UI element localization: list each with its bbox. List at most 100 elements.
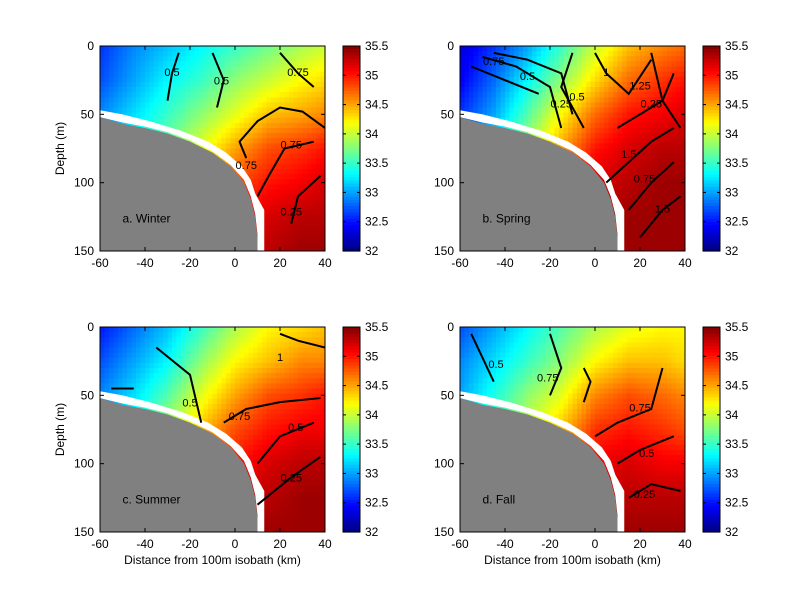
salinity-cell xyxy=(631,117,637,124)
salinity-cell xyxy=(293,51,299,57)
salinity-cell xyxy=(293,158,299,165)
salinity-cell xyxy=(536,51,542,57)
salinity-cell xyxy=(284,143,290,150)
salinity-cell xyxy=(185,87,191,93)
salinity-cell xyxy=(676,163,682,170)
salinity-cell xyxy=(239,56,245,62)
salinity-cell xyxy=(478,46,484,52)
salinity-cell xyxy=(293,189,299,196)
salinity-cell xyxy=(653,133,659,139)
salinity-cell xyxy=(262,92,268,98)
salinity-cell xyxy=(113,332,119,338)
salinity-cell xyxy=(550,112,556,119)
salinity-cell xyxy=(469,92,475,98)
salinity-cell xyxy=(109,337,115,343)
salinity-cell xyxy=(217,76,223,83)
salinity-cell xyxy=(239,122,245,129)
salinity-cell xyxy=(163,122,169,129)
colorbar-swatch xyxy=(343,126,360,130)
salinity-cell xyxy=(127,51,133,57)
salinity-cell xyxy=(113,357,119,364)
salinity-cell xyxy=(271,51,277,57)
salinity-cell xyxy=(235,92,241,98)
salinity-cell xyxy=(460,87,466,93)
salinity-cell xyxy=(298,240,304,247)
salinity-cell xyxy=(626,204,632,211)
colorbar-swatch xyxy=(343,46,360,50)
salinity-cell xyxy=(653,117,659,124)
salinity-cell xyxy=(172,112,178,119)
salinity-cell xyxy=(104,71,110,78)
salinity-cell xyxy=(262,204,268,211)
salinity-cell xyxy=(127,112,133,119)
salinity-cell xyxy=(640,87,646,93)
salinity-cell xyxy=(262,153,268,160)
salinity-cell xyxy=(586,102,592,109)
salinity-cell xyxy=(244,117,250,124)
salinity-cell xyxy=(518,51,524,57)
salinity-cell xyxy=(235,97,241,103)
colorbar-swatch xyxy=(343,186,360,191)
salinity-cell xyxy=(680,169,685,175)
colorbar-swatch xyxy=(703,145,720,150)
salinity-cell xyxy=(523,61,529,68)
salinity-cell xyxy=(667,184,673,191)
salinity-cell xyxy=(104,383,110,390)
salinity-cell xyxy=(649,97,655,103)
salinity-cell xyxy=(631,92,637,98)
salinity-cell xyxy=(662,169,668,175)
salinity-cell xyxy=(487,66,493,73)
salinity-cell xyxy=(158,342,164,349)
salinity-cell xyxy=(680,199,685,206)
salinity-cell xyxy=(635,87,641,93)
salinity-cell xyxy=(509,112,515,119)
salinity-cell xyxy=(208,133,214,139)
salinity-cell xyxy=(172,97,178,103)
salinity-cell xyxy=(145,352,151,359)
salinity-cell xyxy=(658,163,664,170)
salinity-cell xyxy=(127,337,133,343)
salinity-cell xyxy=(239,92,245,98)
salinity-cell xyxy=(320,163,325,170)
salinity-cell xyxy=(622,245,628,251)
salinity-cell xyxy=(311,128,317,134)
salinity-cell xyxy=(307,163,313,170)
salinity-cell xyxy=(140,352,146,359)
salinity-cell xyxy=(136,46,142,52)
salinity-cell xyxy=(167,368,173,374)
salinity-cell xyxy=(662,210,668,216)
salinity-cell xyxy=(568,81,574,88)
salinity-cell xyxy=(172,332,178,338)
contour-line xyxy=(211,52,225,108)
salinity-cell xyxy=(658,81,664,88)
salinity-cell xyxy=(275,184,281,191)
salinity-cell xyxy=(644,112,650,119)
salinity-cell xyxy=(622,122,628,129)
salinity-cell xyxy=(149,362,155,369)
salinity-cell xyxy=(248,112,254,119)
colorbar-swatch xyxy=(703,62,720,66)
salinity-cell xyxy=(262,128,268,134)
salinity-cell xyxy=(226,148,232,155)
salinity-cell xyxy=(266,76,272,83)
salinity-cell xyxy=(595,87,601,93)
colorbar-swatch xyxy=(343,228,360,233)
salinity-cell xyxy=(635,92,641,98)
salinity-cell xyxy=(311,138,317,144)
salinity-cell xyxy=(554,66,560,73)
salinity-cell xyxy=(167,122,173,129)
salinity-cell xyxy=(545,107,551,114)
salinity-cell xyxy=(298,184,304,191)
salinity-cell xyxy=(307,199,313,206)
salinity-cell xyxy=(671,245,677,251)
salinity-cell xyxy=(644,199,650,206)
salinity-cell xyxy=(631,230,637,237)
salinity-cell xyxy=(676,245,682,251)
salinity-cell xyxy=(311,87,317,93)
salinity-cell xyxy=(298,128,304,134)
salinity-cell xyxy=(581,61,587,68)
salinity-cell xyxy=(622,230,628,237)
salinity-cell xyxy=(185,107,191,114)
salinity-cell xyxy=(311,97,317,103)
